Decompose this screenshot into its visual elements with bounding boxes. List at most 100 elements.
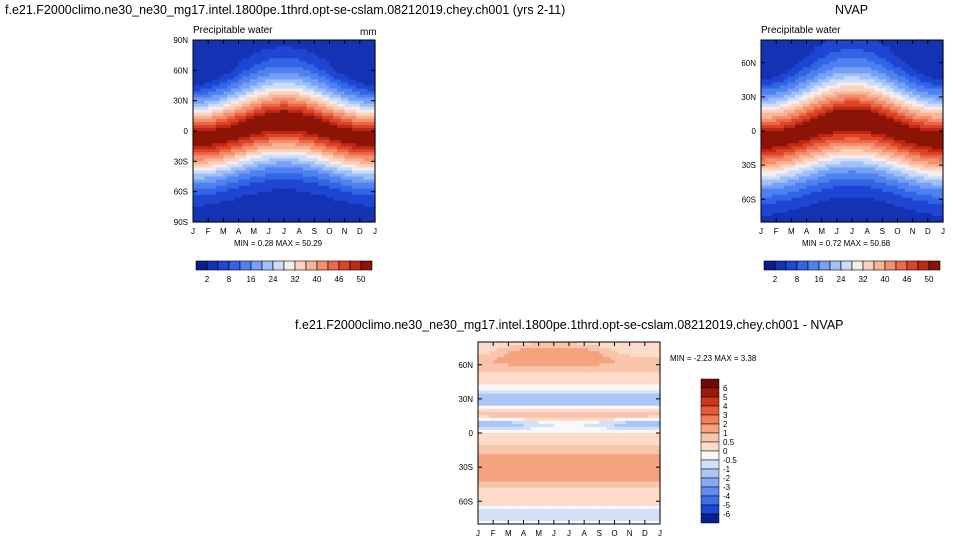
heatmap-cell <box>844 152 849 156</box>
heatmap-cell <box>359 173 365 178</box>
heatmap-cell <box>764 188 770 193</box>
heatmap-cell <box>886 70 891 74</box>
heatmap-cell <box>787 185 792 190</box>
heatmap-cell <box>848 200 853 205</box>
heatmap-cell <box>791 100 796 105</box>
heatmap-cell <box>321 173 327 178</box>
heatmap-cell <box>836 82 842 87</box>
heatmap-cell <box>352 124 357 129</box>
heatmap-cell <box>348 55 353 59</box>
heatmap-cell <box>848 182 853 187</box>
heatmap-cell <box>314 149 319 153</box>
heatmap-cell <box>772 70 777 74</box>
heatmap-cell <box>196 146 202 150</box>
heatmap-cell <box>367 191 372 196</box>
heatmap-cell <box>284 85 289 90</box>
heatmap-cell <box>761 158 766 162</box>
heatmap-cell <box>371 64 376 68</box>
heatmap-cell <box>852 49 857 53</box>
heatmap-cell <box>204 115 209 120</box>
heatmap-cell <box>821 158 827 162</box>
heatmap-cell <box>238 134 243 138</box>
heatmap-cell <box>821 85 827 90</box>
heatmap-cell <box>348 200 353 205</box>
heatmap-cell <box>196 61 202 65</box>
heatmap-cell <box>257 61 262 65</box>
heatmap-cell <box>859 149 864 153</box>
heatmap-cell <box>817 64 823 68</box>
heatmap-cell <box>295 106 300 111</box>
heatmap-cell <box>844 85 849 90</box>
heatmap-cell <box>878 137 883 141</box>
heatmap-cell <box>291 155 296 159</box>
heatmap-cell <box>234 131 240 135</box>
heatmap-cell <box>321 191 327 196</box>
heatmap-cell <box>761 212 766 217</box>
heatmap-cell <box>268 49 274 53</box>
heatmap-cell <box>306 88 312 93</box>
heatmap-cell <box>314 206 319 211</box>
heatmap-cell <box>238 82 243 87</box>
heatmap-cell <box>295 112 300 117</box>
heatmap-cell <box>318 218 323 223</box>
heatmap-cell <box>223 188 228 193</box>
heatmap-cell <box>779 161 785 165</box>
heatmap-cell <box>200 194 205 199</box>
heatmap-cell <box>261 79 266 84</box>
heatmap-cell <box>371 179 376 184</box>
heatmap-cell <box>276 218 281 223</box>
heatmap-cell <box>798 215 804 220</box>
heatmap-cell <box>284 97 289 102</box>
heatmap-cell <box>859 64 864 68</box>
heatmap-cell <box>291 67 296 71</box>
heatmap-cell <box>333 61 338 65</box>
heatmap-cell <box>200 70 205 74</box>
heatmap-cell <box>249 131 255 135</box>
heatmap-cell <box>810 49 815 53</box>
heatmap-cell <box>783 143 789 147</box>
heatmap-cell <box>223 182 228 187</box>
heatmap-cell <box>196 73 202 77</box>
heatmap-cell <box>272 200 278 205</box>
heatmap-cell <box>333 146 338 150</box>
heatmap-cell <box>310 61 315 65</box>
heatmap-cell <box>215 124 221 129</box>
heatmap-cell <box>234 176 240 181</box>
heatmap-cell <box>795 206 800 211</box>
heatmap-cell <box>238 91 243 96</box>
heatmap-cell <box>764 206 770 211</box>
heatmap-cell <box>356 194 361 199</box>
heatmap-cell <box>284 155 289 159</box>
heatmap-cell <box>791 182 796 187</box>
heatmap-cell <box>329 146 334 150</box>
heatmap-cell <box>874 200 880 205</box>
heatmap-cell <box>302 146 308 150</box>
heatmap-cell <box>291 100 296 105</box>
heatmap-cell <box>306 182 312 187</box>
heatmap-cell <box>844 61 849 65</box>
heatmap-cell <box>806 55 811 59</box>
heatmap-cell <box>321 49 327 53</box>
heatmap-cell <box>291 61 296 65</box>
heatmap-cell <box>768 52 773 56</box>
heatmap-cell <box>852 100 857 105</box>
heatmap-cell <box>314 91 319 96</box>
heatmap-cell <box>314 209 319 214</box>
heatmap-cell <box>821 200 827 205</box>
heatmap-cell <box>246 112 251 117</box>
heatmap-cell <box>234 43 240 47</box>
heatmap-cell <box>208 67 213 71</box>
heatmap-cell <box>795 79 800 84</box>
heatmap-cell <box>779 88 785 93</box>
heatmap-cell <box>253 118 259 123</box>
heatmap-cell <box>219 115 224 120</box>
heatmap-cell <box>798 112 804 117</box>
heatmap-cell <box>284 197 289 202</box>
heatmap-cell <box>344 215 350 220</box>
heatmap-cell <box>878 97 883 102</box>
heatmap-cell <box>268 100 274 105</box>
heatmap-cell <box>859 197 864 202</box>
heatmap-cell <box>261 200 266 205</box>
heatmap-cell <box>810 206 815 211</box>
heatmap-cell <box>371 206 376 211</box>
